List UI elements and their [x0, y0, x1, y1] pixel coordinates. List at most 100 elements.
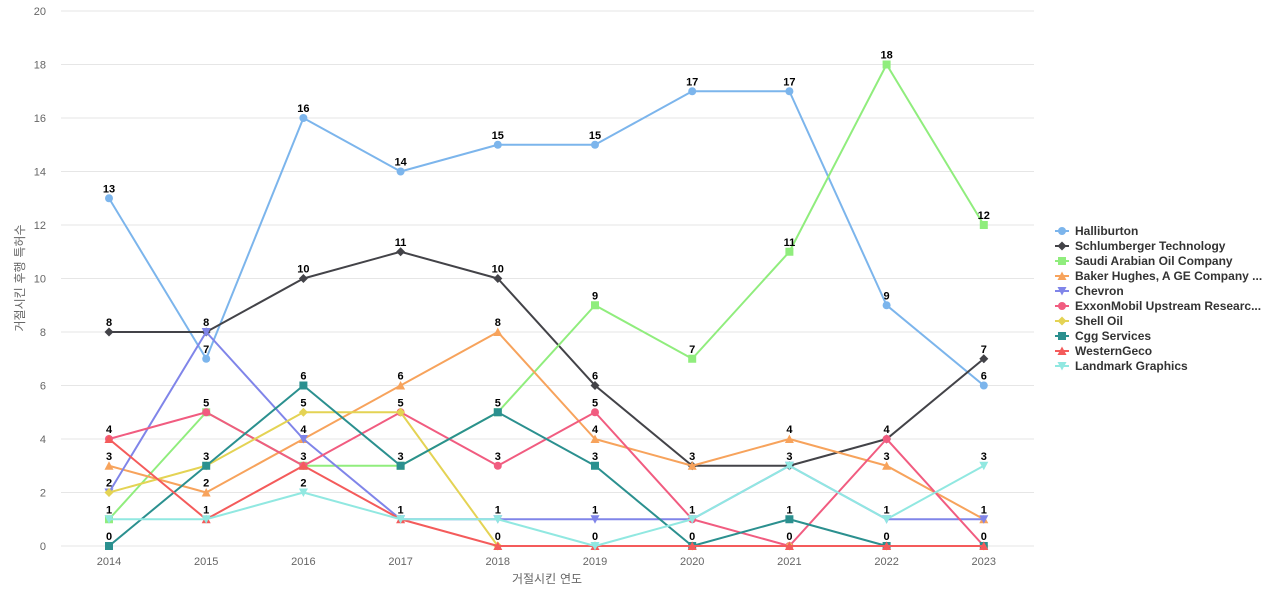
data-label: 1: [106, 504, 112, 516]
data-label: 17: [783, 76, 795, 88]
legend-label: Saudi Arabian Oil Company: [1075, 254, 1233, 268]
data-point: [784, 541, 794, 550]
data-point: [104, 488, 114, 497]
legend-label: Cgg Services: [1075, 329, 1151, 343]
data-label: 16: [297, 103, 309, 115]
data-label: 1: [398, 504, 404, 516]
data-label: 4: [786, 424, 793, 436]
data-label: 6: [398, 371, 404, 383]
y-tick-label: 0: [40, 541, 46, 553]
data-point: [590, 542, 600, 551]
data-point: [882, 60, 891, 69]
data-point: [202, 408, 211, 417]
data-label: 2: [106, 478, 112, 490]
x-tick-label: 2020: [680, 556, 704, 568]
data-point: [687, 515, 697, 524]
legend-item: Landmark Graphics: [1055, 359, 1188, 373]
data-label: 4: [106, 424, 113, 436]
data-label: 6: [981, 371, 987, 383]
data-point: [493, 327, 503, 336]
data-label: 13: [103, 183, 115, 195]
data-point: [979, 541, 989, 550]
x-axis-ticks: 2014 2015 2016 2017 2018 2019 2020 2021 2022 2023: [97, 556, 996, 568]
data-point: [591, 461, 599, 470]
legend-item: Saudi Arabian Oil Company: [1055, 254, 1233, 268]
series-line: [108, 63, 985, 521]
data-point: [979, 515, 989, 524]
data-label: 0: [786, 531, 792, 543]
data-label: 9: [884, 290, 890, 302]
legend-label: Schlumberger Technology: [1075, 239, 1226, 253]
y-tick-label: 12: [34, 220, 46, 232]
data-point: [591, 301, 599, 310]
legend-marker: [1057, 271, 1067, 280]
series: [104, 461, 989, 551]
data-point: [979, 381, 988, 390]
x-tick-label: 2014: [97, 556, 121, 568]
data-label: 4: [592, 424, 599, 436]
x-tick-label: 2022: [874, 556, 898, 568]
y-tick-label: 6: [40, 381, 46, 393]
x-tick-label: 2016: [291, 556, 315, 568]
x-tick-label: 2017: [388, 556, 412, 568]
data-point: [104, 434, 114, 443]
data-label: 3: [981, 451, 987, 463]
data-point: [785, 247, 794, 256]
data-label: 7: [203, 344, 209, 356]
data-point: [591, 140, 599, 149]
series-line: [108, 90, 985, 387]
data-point: [105, 194, 113, 203]
legend-item: Chevron: [1055, 284, 1124, 298]
data-point: [396, 515, 406, 524]
legend-marker: [1057, 241, 1067, 251]
data-point: [882, 301, 891, 310]
data-label: 15: [589, 130, 601, 142]
legend-label: Halliburton: [1075, 224, 1138, 238]
data-label: 11: [784, 237, 796, 249]
data-point: [396, 381, 406, 390]
data-point: [493, 140, 502, 149]
data-label: 0: [592, 531, 598, 543]
y-tick-label: 20: [34, 6, 46, 18]
data-label: 10: [492, 264, 504, 276]
data-label: 18: [880, 50, 892, 62]
series: [105, 381, 988, 550]
data-point: [201, 488, 211, 497]
legend-item: Baker Hughes, A GE Company ...: [1055, 269, 1262, 283]
data-label: 3: [106, 451, 112, 463]
legend-marker: [1057, 362, 1067, 371]
data-label: 1: [689, 504, 695, 516]
data-label: 1: [981, 504, 987, 516]
data-point: [979, 221, 988, 229]
data-label: 12: [978, 210, 990, 222]
series-line: [108, 438, 985, 547]
data-label: 1: [786, 504, 792, 516]
data-point: [298, 435, 308, 444]
data-label: 2: [300, 478, 306, 490]
data-point: [687, 541, 697, 550]
x-tick-label: 2021: [777, 556, 801, 568]
data-label: 5: [300, 397, 306, 409]
data-label: 0: [884, 531, 890, 543]
series: [104, 327, 989, 524]
data-point: [396, 407, 406, 417]
data-point: [882, 541, 892, 550]
x-tick-label: 2023: [972, 556, 996, 568]
legend-label: Shell Oil: [1075, 314, 1123, 328]
data-point: [299, 114, 308, 122]
data-label: 8: [203, 317, 209, 329]
data-point: [105, 542, 113, 550]
series-line: [108, 331, 985, 521]
y-tick-label: 16: [34, 113, 46, 125]
data-point: [785, 87, 794, 96]
data-point: [298, 488, 308, 497]
data-label: 2: [203, 478, 209, 490]
data-label: 8: [495, 317, 501, 329]
series-line: [108, 411, 985, 547]
legend-item: Halliburton: [1055, 224, 1138, 238]
data-label: 4: [884, 424, 891, 436]
legend-label: Landmark Graphics: [1075, 359, 1188, 373]
legend-marker: [1058, 302, 1066, 310]
y-tick-label: 18: [34, 60, 46, 72]
